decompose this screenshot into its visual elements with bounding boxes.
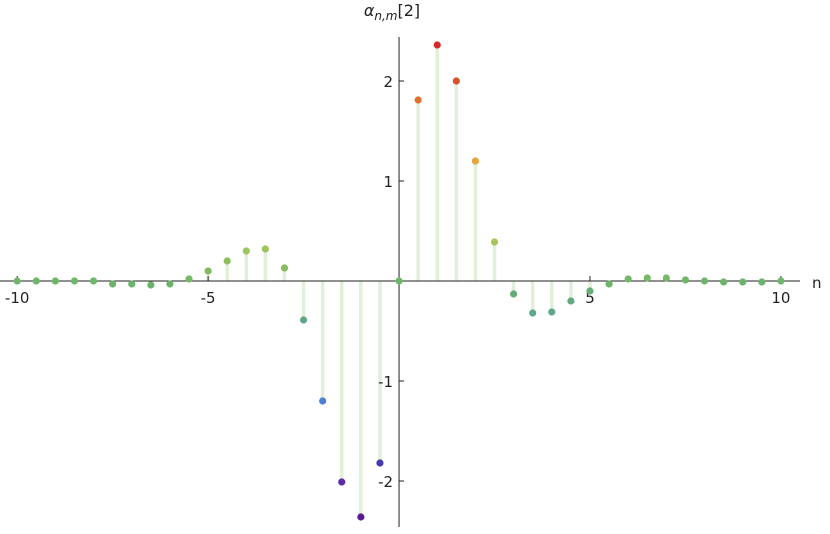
y-axis-label: αn,m[2] [364, 1, 420, 23]
point [605, 280, 613, 288]
point [261, 245, 269, 253]
point [471, 157, 480, 165]
point [128, 280, 136, 288]
point [32, 277, 40, 285]
point [643, 274, 651, 282]
point [700, 277, 709, 285]
point [89, 277, 98, 285]
point [624, 275, 632, 283]
point [414, 96, 422, 104]
point [51, 277, 59, 285]
point [529, 309, 537, 317]
point [548, 308, 556, 316]
x-axis-label: n [812, 274, 822, 292]
point [376, 459, 384, 467]
point [147, 281, 155, 289]
point [319, 397, 327, 405]
point [567, 297, 575, 305]
point [185, 275, 193, 283]
point [662, 274, 670, 282]
point [109, 280, 117, 288]
point [452, 77, 460, 85]
point [777, 277, 785, 285]
point [720, 278, 728, 286]
point [739, 278, 747, 286]
point [166, 280, 174, 288]
point [681, 276, 690, 284]
point [433, 41, 441, 49]
point [299, 316, 308, 324]
point [13, 277, 21, 285]
y-tick-label: -2 [378, 473, 393, 491]
point [510, 290, 518, 298]
y-tick-label: -1 [378, 373, 393, 391]
point [242, 247, 250, 255]
y-tick-label: 2 [383, 73, 393, 91]
point [280, 264, 289, 272]
point [223, 257, 231, 265]
x-tick-label: -10 [5, 289, 30, 307]
x-tick-label: 5 [585, 289, 595, 307]
point [758, 278, 766, 286]
y-label-base: α [364, 1, 375, 20]
point [70, 277, 79, 285]
y-tick-label: 1 [383, 173, 393, 191]
point [357, 513, 365, 521]
x-tick-label: -5 [201, 289, 216, 307]
y-label-suffix: [2] [397, 1, 420, 20]
point [338, 478, 346, 486]
point [395, 277, 403, 285]
point [586, 287, 594, 295]
x-tick-label: 10 [771, 289, 790, 307]
point [204, 267, 212, 275]
y-label-sub: n,m [374, 9, 397, 23]
point [490, 238, 499, 246]
